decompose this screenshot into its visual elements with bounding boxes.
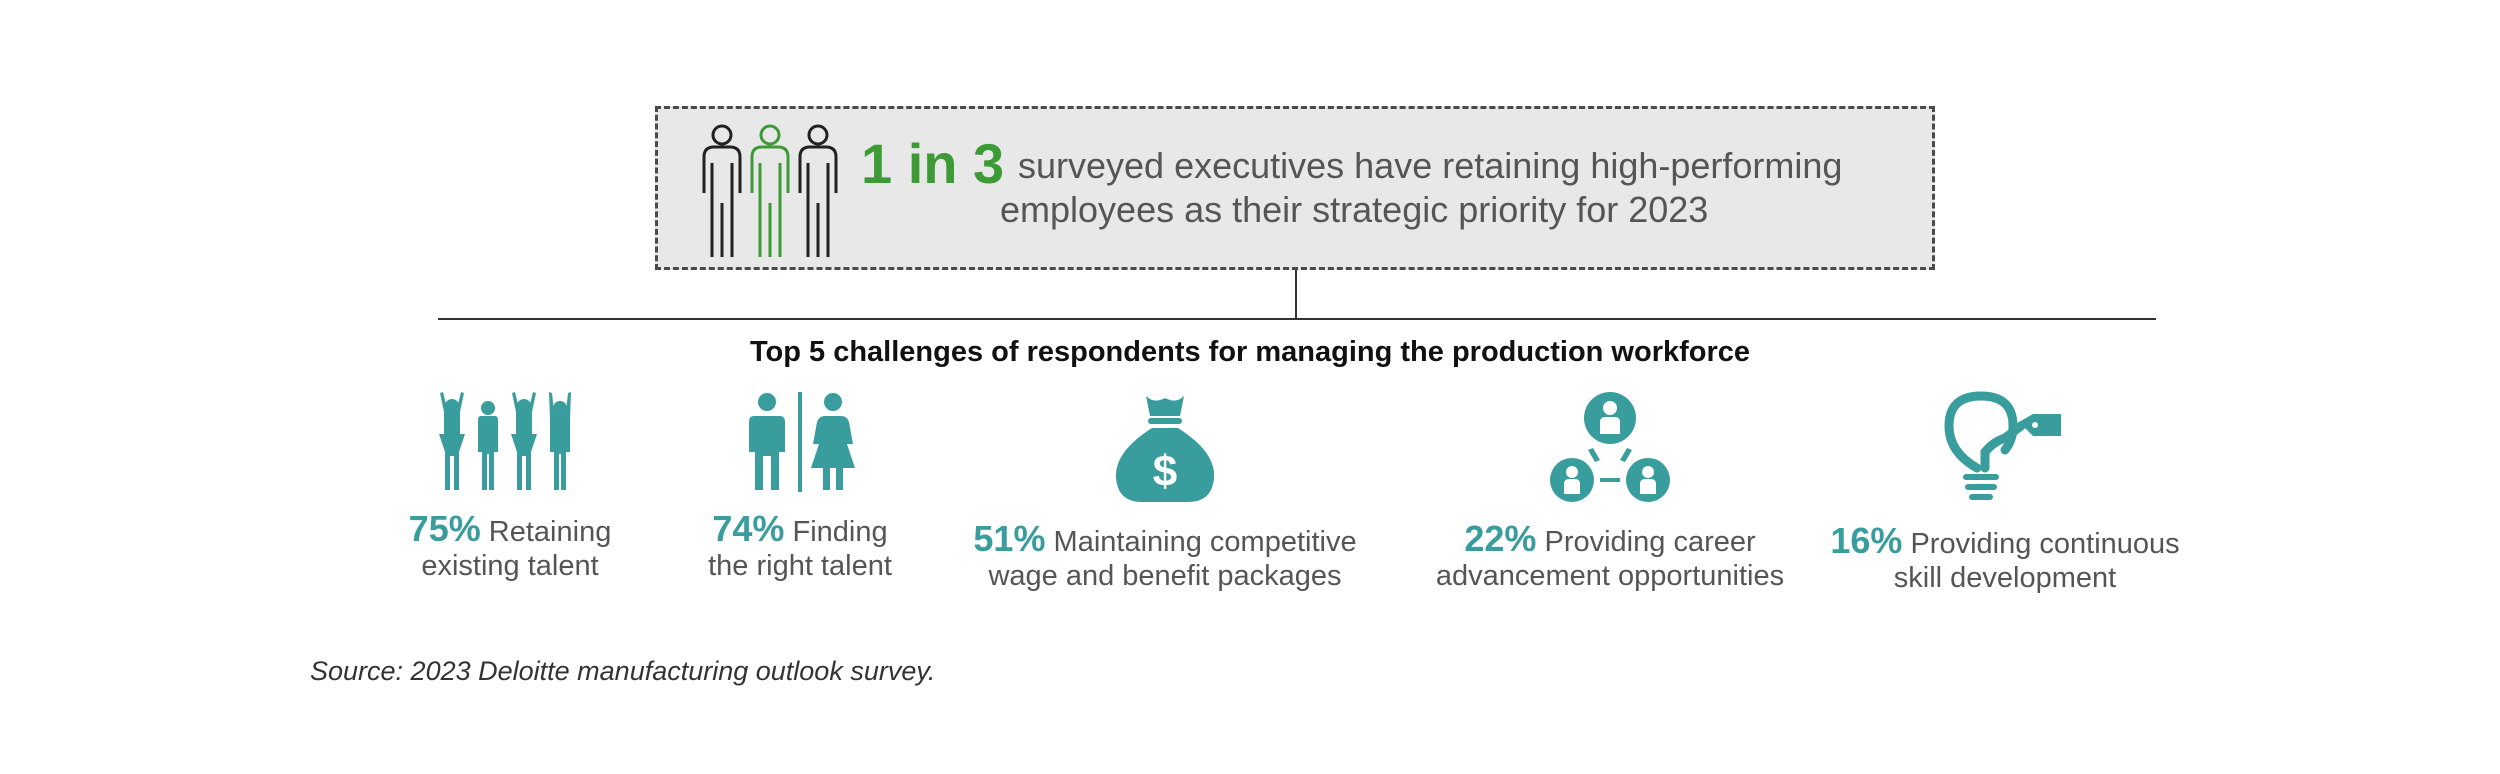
three-people-icon bbox=[702, 124, 838, 257]
challenge-text: Maintaining competitive bbox=[1053, 526, 1357, 558]
callout-text-line1: surveyed executives have retaining high-… bbox=[1018, 145, 1843, 186]
divider-line bbox=[438, 318, 2156, 320]
man-woman-icon bbox=[749, 392, 855, 492]
svg-text:$: $ bbox=[1153, 447, 1177, 496]
group-raised-hands-icon bbox=[439, 392, 571, 490]
challenge-percent: 16% bbox=[1830, 520, 1903, 561]
challenge-item: 75% Retaining existing talent bbox=[370, 390, 650, 583]
money-bag-icon: $ bbox=[1115, 396, 1215, 502]
headline-callout: 1 in 3 surveyed executives have retainin… bbox=[655, 106, 1935, 270]
challenge-item: 22% Providing career advancement opportu… bbox=[1420, 390, 1800, 593]
challenge-percent: 51% bbox=[973, 518, 1046, 559]
challenge-text-line2: advancement opportunities bbox=[1435, 560, 1785, 592]
source-note: Source: 2023 Deloitte manufacturing outl… bbox=[310, 656, 936, 686]
challenge-text: Retaining bbox=[488, 516, 612, 548]
highlight-stat: 1 in 3 bbox=[861, 132, 1005, 195]
challenge-label: 51% Maintaining competitive wage and ben… bbox=[955, 521, 1375, 593]
challenge-label: 74% Finding the right talent bbox=[680, 511, 920, 583]
challenge-text: Finding bbox=[792, 516, 888, 548]
challenge-text-line2: skill development bbox=[1893, 562, 2117, 594]
challenge-label: 22% Providing career advancement opportu… bbox=[1420, 521, 1800, 593]
challenge-text: Providing career bbox=[1544, 526, 1756, 558]
challenge-item: $ 51% Maintaining competitive wage and b… bbox=[955, 390, 1375, 593]
section-title: Top 5 challenges of respondents for mana… bbox=[749, 336, 1751, 368]
challenge-text: Providing continuous bbox=[1910, 528, 2180, 560]
connector-vertical bbox=[1295, 270, 1297, 320]
challenge-label: 75% Retaining existing talent bbox=[370, 511, 650, 583]
challenge-item: 16% Providing continuous skill developme… bbox=[1820, 390, 2190, 595]
lightbulb-tag-icon bbox=[1944, 391, 2061, 500]
challenge-percent: 22% bbox=[1464, 518, 1537, 559]
challenge-text-line2: existing talent bbox=[421, 550, 599, 582]
challenge-text-line2: wage and benefit packages bbox=[988, 560, 1342, 592]
network-people-icon bbox=[1550, 392, 1670, 502]
challenge-percent: 75% bbox=[408, 508, 481, 549]
challenge-item: 74% Finding the right talent bbox=[680, 390, 920, 583]
callout-text-line2: employees as their strategic priority fo… bbox=[1000, 189, 1709, 230]
challenge-text-line2: the right talent bbox=[708, 550, 892, 582]
challenge-label: 16% Providing continuous skill developme… bbox=[1820, 523, 2190, 595]
challenge-percent: 74% bbox=[712, 508, 785, 549]
